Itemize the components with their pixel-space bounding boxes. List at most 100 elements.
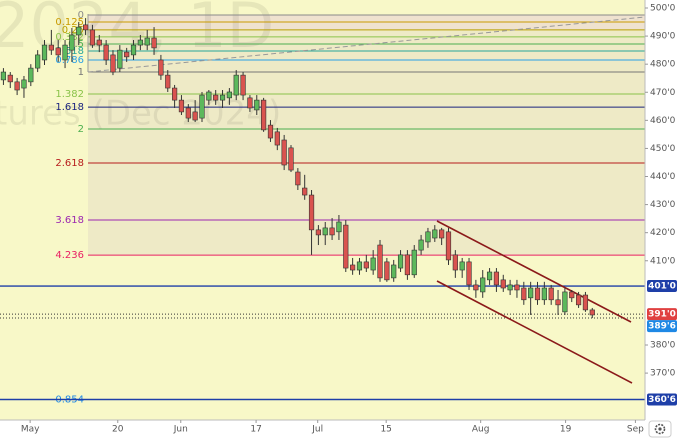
y-tick-label: 490'0 xyxy=(650,32,676,42)
candle-body xyxy=(69,34,75,51)
candle-body xyxy=(28,67,34,83)
candle-body xyxy=(103,44,109,61)
candle-body xyxy=(404,254,411,276)
candle-body xyxy=(240,74,246,96)
level-label: 0.5 xyxy=(68,39,84,50)
axes: 500'0 490'0 480'0 470'0 460'0 450'0 440'0 430'0… xyxy=(21,4,677,435)
candle-body xyxy=(384,261,390,281)
candle-body xyxy=(350,264,356,271)
candle-body xyxy=(199,94,205,119)
level-label: 0.125 xyxy=(55,17,84,28)
candle-body xyxy=(486,271,493,281)
candle-body xyxy=(534,287,541,301)
candle-body xyxy=(76,26,82,36)
price-tag xyxy=(647,320,677,333)
y-tick-label: 410'0 xyxy=(650,256,676,266)
x-tick-label: Aug xyxy=(472,425,490,435)
candle-body xyxy=(165,74,171,89)
candle-body xyxy=(363,261,369,269)
settings-gear[interactable] xyxy=(654,423,666,435)
y-tick-label: 450'0 xyxy=(650,144,676,154)
candle-body xyxy=(7,74,13,83)
candle-body xyxy=(55,47,61,56)
x-tick-label: 17 xyxy=(250,425,261,435)
levels: 00.1250.250.3820.50.6180.78611.3821.6182… xyxy=(0,10,645,405)
candle-body xyxy=(356,261,363,271)
candle-body xyxy=(425,231,431,243)
x-axis-area xyxy=(0,420,645,438)
candle-body xyxy=(562,291,568,313)
price-tag-label: 360'6 xyxy=(648,395,676,405)
zone-main xyxy=(88,29,645,256)
candle-body xyxy=(322,227,328,236)
candle-body xyxy=(397,254,404,269)
y-tick-label: 500'0 xyxy=(650,4,676,14)
level-label: 4.236 xyxy=(55,250,84,261)
candle-body xyxy=(439,229,445,239)
price-tag-label: 401'0 xyxy=(648,282,676,292)
candle-body xyxy=(418,239,424,251)
candle-body xyxy=(124,51,130,58)
y-tick-label: 370'0 xyxy=(650,369,676,379)
settings-button[interactable] xyxy=(648,420,672,438)
candle-body xyxy=(589,309,595,316)
candle-body xyxy=(261,99,267,131)
candle-body xyxy=(548,287,554,301)
candle-body xyxy=(82,24,89,31)
candle-body xyxy=(493,271,500,286)
candle-body xyxy=(89,29,96,46)
settings-gear-hub[interactable] xyxy=(658,427,662,431)
candle-body xyxy=(308,194,315,231)
candle-body xyxy=(158,59,164,76)
y-tick-label: 460'0 xyxy=(650,116,676,126)
channel-upper xyxy=(436,220,632,323)
level-bands xyxy=(88,15,645,256)
candle-body xyxy=(480,277,486,293)
price-tag xyxy=(647,308,677,321)
candle-body xyxy=(391,264,397,279)
channel-lower xyxy=(436,280,633,384)
candle-body xyxy=(137,39,143,46)
y-axis-area xyxy=(645,0,680,438)
level-label: 0.618 xyxy=(55,46,84,57)
price-tag-label: 391'0 xyxy=(648,310,676,320)
level-label: 0.25 xyxy=(62,25,84,36)
candle-body xyxy=(466,261,472,286)
level-label: 2 xyxy=(78,124,84,135)
level-label: 1 xyxy=(78,67,84,78)
x-tick-label: Sep xyxy=(627,425,644,435)
candle-body xyxy=(226,91,232,99)
candle-body xyxy=(274,131,280,146)
candle-body xyxy=(541,287,547,301)
candle-body xyxy=(528,287,534,299)
candle-body xyxy=(144,37,150,46)
level-label: 3.618 xyxy=(55,215,84,226)
candle-body xyxy=(315,229,321,236)
trend-line xyxy=(87,16,646,73)
candle-body xyxy=(247,97,253,109)
x-tick-label: Jul xyxy=(311,425,323,435)
candle-body xyxy=(96,39,102,46)
level-label: 2.618 xyxy=(55,158,84,169)
candle-body xyxy=(172,87,178,101)
candle-body xyxy=(370,257,376,271)
watermark-symbol: 2024, 1D xyxy=(0,0,274,62)
candle-body xyxy=(185,107,191,119)
candle-body xyxy=(521,287,527,301)
candle-body xyxy=(21,79,27,89)
candle-body xyxy=(459,261,465,271)
candle-body xyxy=(288,147,294,171)
x-tick-label: 15 xyxy=(380,425,391,435)
y-tick-label: 440'0 xyxy=(650,172,676,182)
candle-body xyxy=(0,71,7,81)
candle-body xyxy=(473,284,479,291)
candle-body xyxy=(500,279,506,289)
candle-body xyxy=(130,44,137,56)
candle-body xyxy=(219,94,226,101)
x-tick-label: 20 xyxy=(112,425,124,435)
candle-body xyxy=(432,229,438,239)
price-tag xyxy=(647,393,677,406)
y-tick-label: 380'0 xyxy=(650,341,676,351)
level-label: 0 xyxy=(78,10,84,21)
